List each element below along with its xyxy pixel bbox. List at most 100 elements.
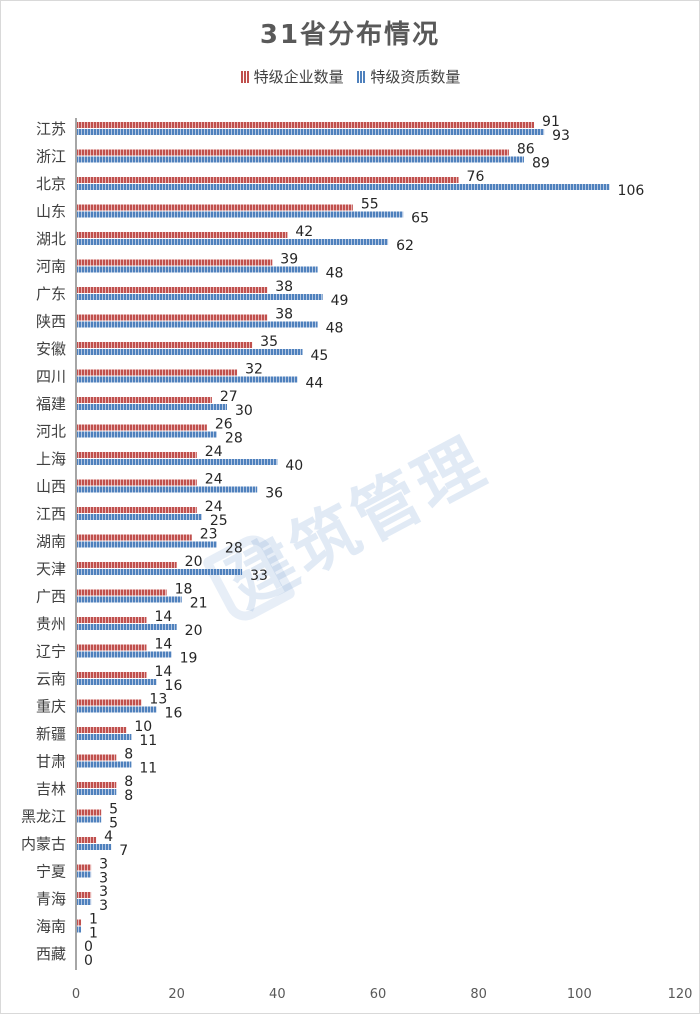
bar-qualifications: [76, 129, 545, 135]
data-label-enterprises: 55: [361, 197, 379, 213]
data-label-qualifications: 11: [139, 761, 157, 777]
data-label-enterprises: 86: [517, 142, 535, 158]
data-label-qualifications: 48: [326, 321, 344, 337]
bar-enterprises: [76, 699, 142, 706]
data-label-qualifications: 62: [396, 238, 414, 254]
data-label-qualifications: 36: [265, 486, 283, 502]
legend-swatch-red: [239, 71, 249, 83]
bar-enterprises: [76, 342, 253, 348]
bar-enterprises: [76, 177, 459, 183]
x-tick-label: 100: [567, 987, 592, 1002]
category-label: 湖南: [36, 533, 66, 551]
legend-item-qualifications: 特级资质数量: [356, 66, 460, 87]
data-label-enterprises: 10: [134, 719, 152, 735]
bar-qualifications: [76, 294, 323, 300]
bar-enterprises: [76, 809, 102, 816]
data-label-qualifications: 11: [139, 733, 157, 749]
legend-item-enterprises: 特级企业数量: [239, 66, 344, 87]
data-label-qualifications: 19: [180, 651, 198, 667]
bar-enterprises: [76, 919, 82, 926]
data-label-qualifications: 1: [89, 926, 98, 942]
bar-enterprises: [76, 892, 92, 898]
bar-enterprises: [76, 644, 147, 651]
category-label: 陕西: [36, 313, 66, 331]
category-label: 云南: [36, 670, 66, 688]
data-label-enterprises: 38: [275, 307, 293, 323]
data-label-enterprises: 24: [205, 472, 223, 488]
bar-enterprises: [76, 397, 212, 403]
bar-enterprises: [76, 424, 207, 431]
category-label: 内蒙古: [21, 835, 66, 853]
data-label-qualifications: 28: [225, 431, 243, 447]
bar-enterprises: [76, 837, 97, 843]
x-tick-label: 20: [168, 987, 185, 1002]
bar-qualifications: [76, 596, 182, 603]
data-label-enterprises: 38: [275, 279, 293, 295]
category-label: 河南: [36, 258, 66, 276]
data-label-enterprises: 35: [260, 334, 278, 350]
bar-qualifications: [76, 404, 227, 410]
data-label-qualifications: 49: [331, 293, 349, 309]
data-label-qualifications: 106: [618, 183, 645, 199]
bar-qualifications: [76, 844, 112, 850]
data-label-enterprises: 42: [295, 224, 313, 240]
bar-qualifications: [76, 706, 157, 713]
category-label: 辽宁: [36, 643, 66, 661]
category-label: 黑龙江: [21, 808, 66, 826]
bar-enterprises: [76, 232, 288, 238]
x-tick-label: 120: [668, 987, 693, 1002]
x-tick-label: 80: [470, 987, 487, 1002]
data-label-enterprises: 24: [205, 444, 223, 460]
bar-enterprises: [76, 727, 127, 733]
bar-qualifications: [76, 431, 217, 438]
bar-enterprises: [76, 287, 268, 293]
data-label-qualifications: 25: [210, 513, 228, 529]
category-label: 广东: [36, 285, 66, 303]
data-label-qualifications: 48: [326, 266, 344, 282]
bar-qualifications: [76, 871, 92, 878]
data-label-enterprises: 26: [215, 417, 233, 433]
data-label-enterprises: 3: [99, 884, 108, 900]
bar-enterprises: [76, 369, 238, 376]
bar-qualifications: [76, 926, 82, 933]
bar-qualifications: [76, 761, 132, 768]
data-label-enterprises: 20: [185, 554, 203, 570]
data-label-enterprises: 23: [200, 527, 218, 543]
category-label: 安徽: [36, 340, 66, 358]
data-label-enterprises: 8: [124, 774, 133, 790]
bar-enterprises: [76, 259, 273, 266]
category-label: 湖北: [36, 230, 66, 248]
bar-enterprises: [76, 452, 197, 458]
category-label: 北京: [36, 175, 66, 193]
bar-enterprises: [76, 149, 509, 156]
category-label: 广西: [36, 588, 66, 606]
data-label-qualifications: 21: [190, 596, 208, 612]
bar-enterprises: [76, 479, 197, 486]
data-label-enterprises: 18: [175, 582, 193, 598]
data-label-qualifications: 30: [235, 403, 253, 419]
data-label-qualifications: 28: [225, 541, 243, 557]
bar-qualifications: [76, 816, 102, 823]
data-label-qualifications: 20: [185, 623, 203, 639]
data-label-qualifications: 3: [99, 871, 108, 887]
bar-qualifications: [76, 651, 172, 658]
category-label: 新疆: [36, 725, 66, 743]
bar-qualifications: [76, 321, 318, 328]
chart-title: 31省分布情况: [259, 20, 441, 50]
data-label-qualifications: 89: [532, 156, 550, 172]
bar-qualifications: [76, 266, 318, 273]
category-label: 重庆: [36, 698, 66, 716]
data-label-enterprises: 32: [245, 362, 263, 378]
data-label-qualifications: 7: [119, 843, 128, 859]
category-label: 海南: [36, 918, 66, 936]
bar-qualifications: [76, 789, 117, 795]
data-label-enterprises: 24: [205, 499, 223, 515]
category-label: 山西: [36, 478, 66, 496]
bar-enterprises: [76, 204, 353, 211]
data-label-qualifications: 8: [124, 788, 133, 804]
category-label: 山东: [36, 203, 66, 221]
data-label-qualifications: 45: [311, 348, 329, 364]
data-label-enterprises: 91: [542, 114, 560, 130]
